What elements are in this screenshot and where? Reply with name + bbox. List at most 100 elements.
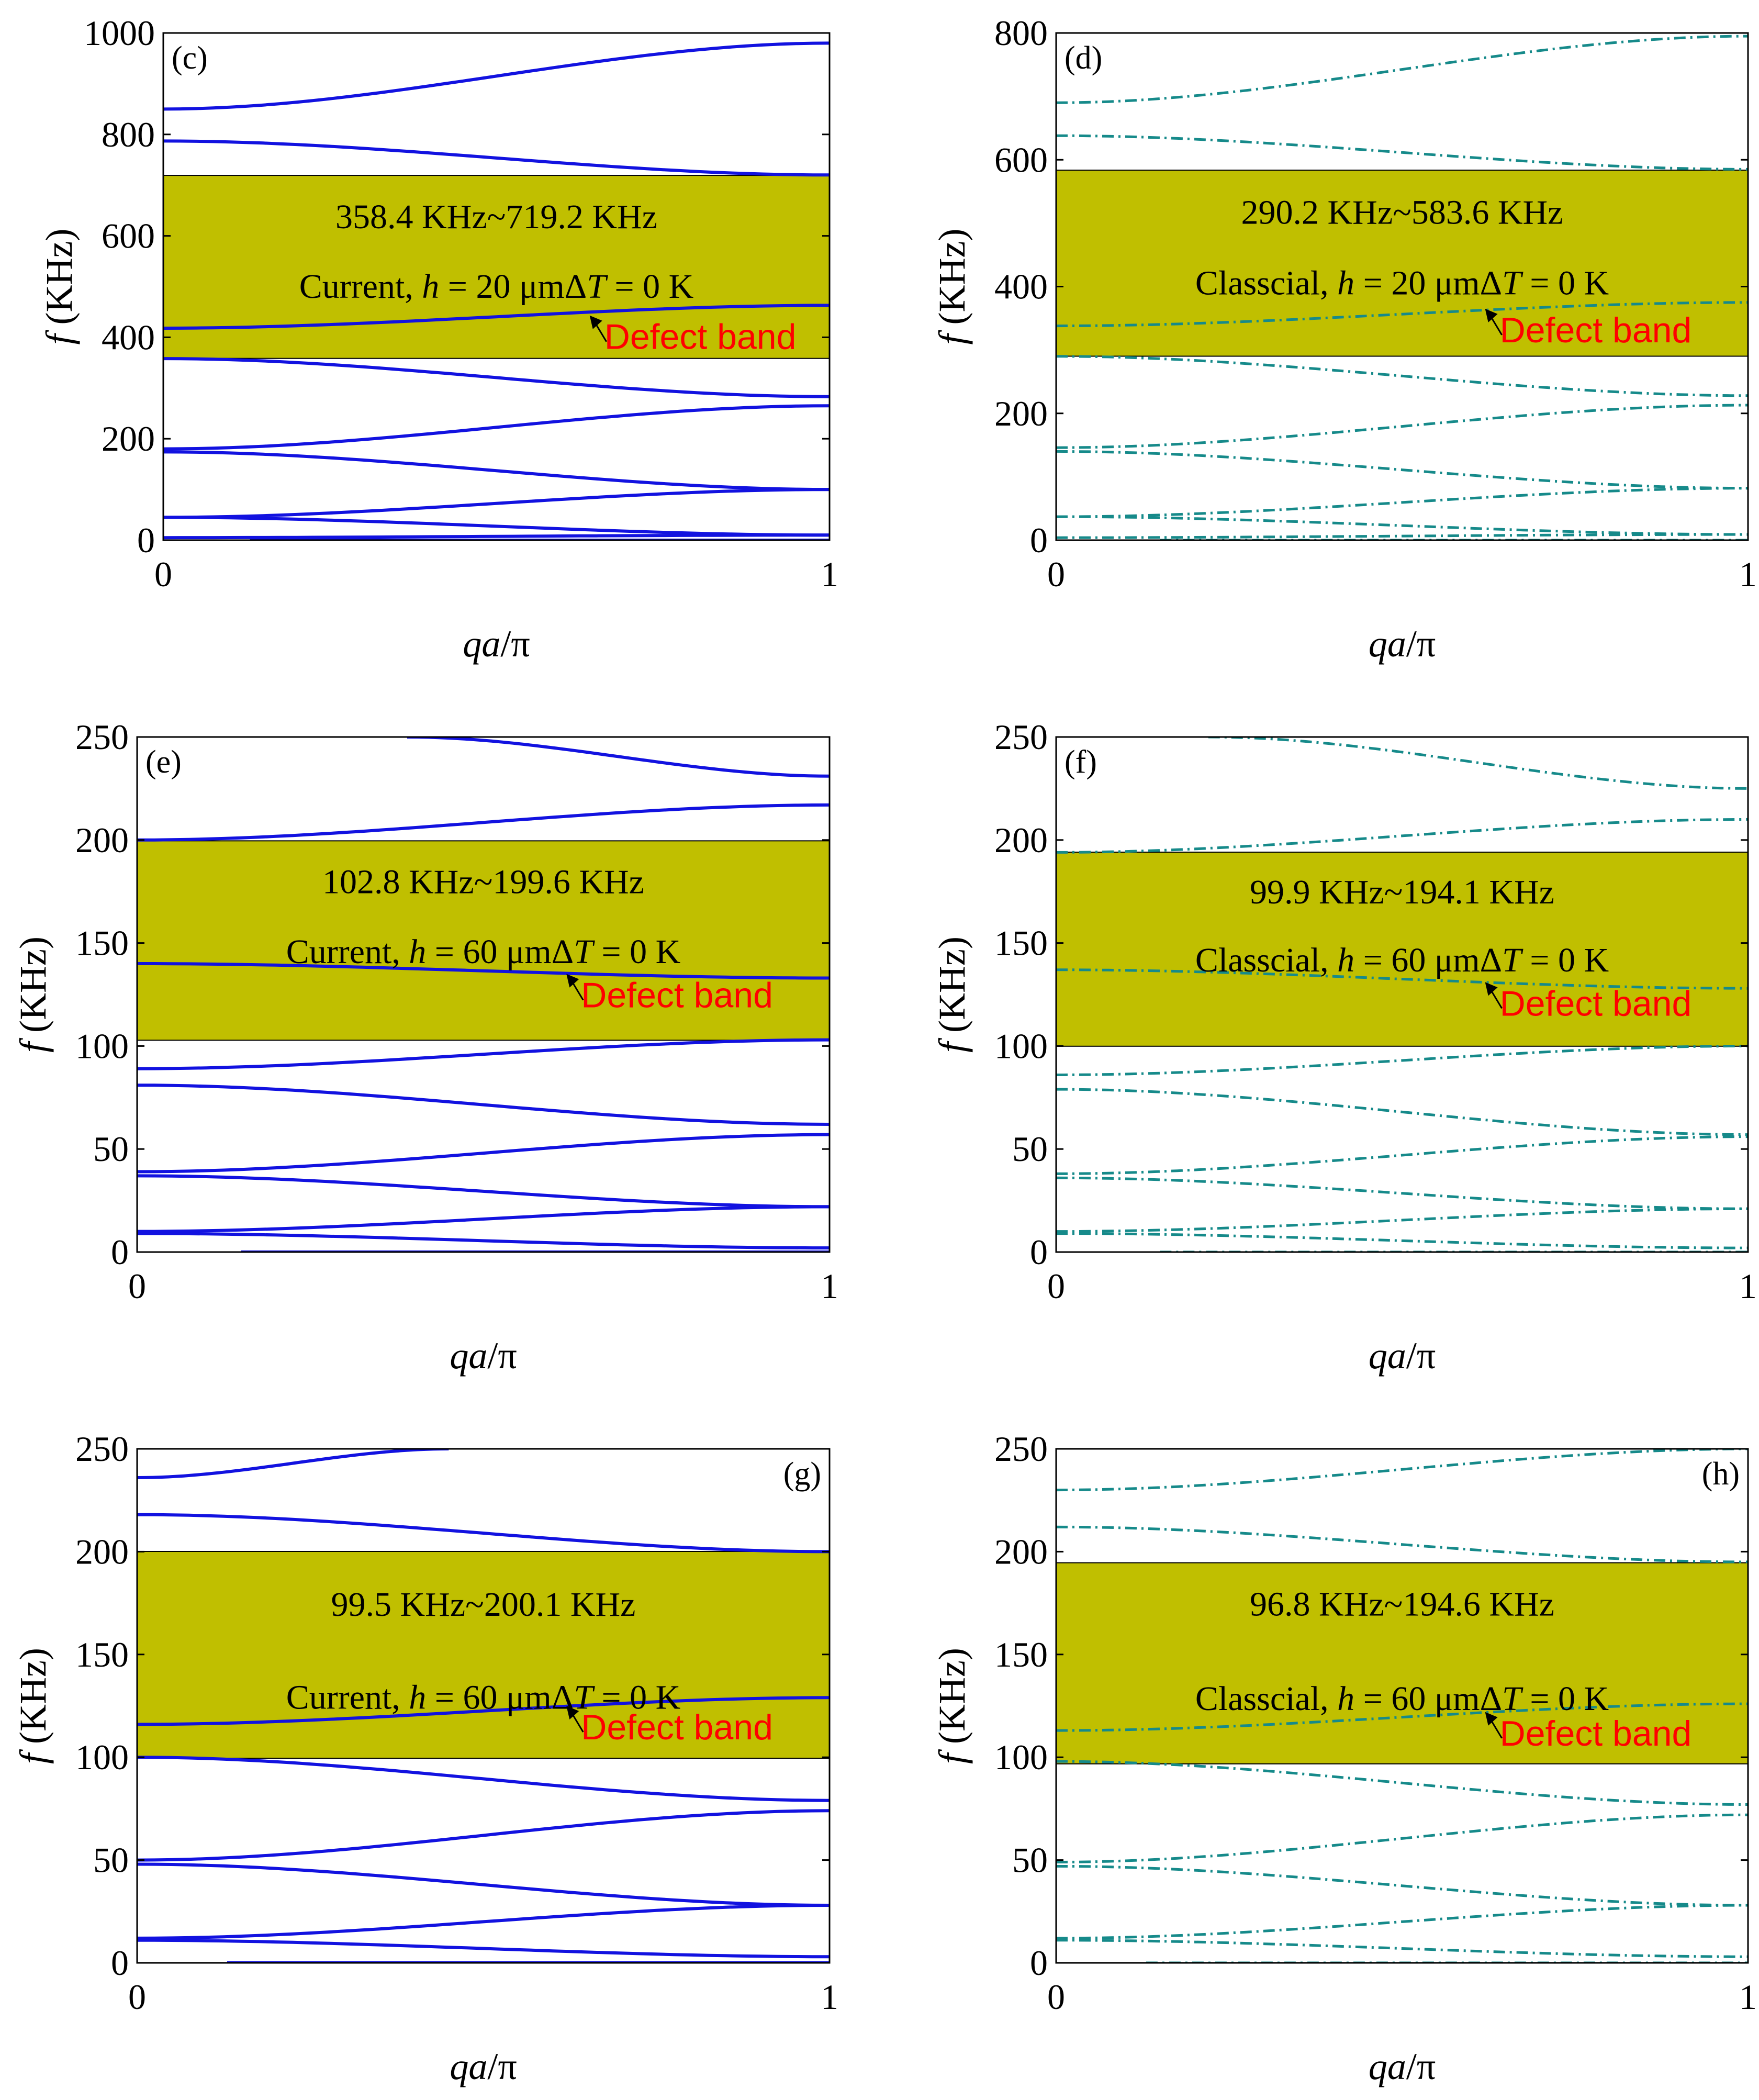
- band-curve: [137, 1083, 830, 1126]
- x-tick-label: 1: [1739, 1977, 1757, 2017]
- panel-f: 0 50 100 150 200 250 0 1 qa/π f (KHz) (f) 99.9 KHz~…: [931, 717, 1757, 1377]
- band-curve: [137, 1205, 830, 1233]
- band-curve: [1056, 1207, 1748, 1233]
- defect-band-label: Defect band: [581, 976, 773, 1015]
- y-tick-label: 100: [994, 1737, 1048, 1777]
- y-tick-label: 150: [994, 1635, 1048, 1674]
- band-curve: [137, 1938, 830, 1959]
- y-tick-label: 250: [75, 717, 129, 757]
- x-tick-label: 0: [1047, 1266, 1065, 1306]
- defect-arrow-head: [1485, 308, 1498, 322]
- band-curve: [1056, 1044, 1748, 1076]
- x-tick-label: 1: [821, 554, 838, 594]
- y-tick-label: 100: [75, 1026, 129, 1066]
- y-tick-label: 200: [994, 394, 1048, 433]
- panel-d: 0 200 400 600 800 0 1 qa/π f (KHz) (d) 290.2 KHz~5…: [931, 13, 1757, 665]
- x-axis-label: qa/π: [450, 2046, 517, 2087]
- y-tick-label: 50: [93, 1840, 129, 1880]
- defect-band-label: Defect band: [581, 1707, 773, 1747]
- panel-c: 0 200 400 600 800 1000 0 1 qa/π f (KHz) (c) 358.4 K…: [38, 13, 838, 665]
- y-tick-label: 0: [1030, 520, 1048, 560]
- y-tick-label: 200: [994, 1532, 1048, 1571]
- y-axis-label: f (KHz): [38, 229, 80, 345]
- x-tick-label: 0: [128, 1266, 146, 1306]
- x-tick-label: 0: [1047, 1977, 1065, 2017]
- parameters-label: Current, h = 20 μmΔT = 0 K: [299, 267, 694, 306]
- band-curve: [1056, 1702, 1748, 1732]
- panel-label: (g): [783, 1456, 821, 1492]
- y-tick-label: 200: [102, 419, 155, 459]
- y-axis-label: f (KHz): [12, 936, 54, 1053]
- band-curve: [137, 1862, 830, 1907]
- band-curve: [1056, 35, 1748, 104]
- y-tick-label: 1000: [84, 13, 155, 53]
- band-curve: [137, 1449, 449, 1479]
- band-curve: [1056, 515, 1748, 536]
- band-curve: [1056, 1135, 1748, 1175]
- x-tick-label: 0: [154, 554, 172, 594]
- y-tick-label: 50: [93, 1129, 129, 1169]
- gap-range-label: 290.2 KHz~583.6 KHz: [1241, 193, 1563, 231]
- y-tick-label: 0: [111, 1943, 129, 1983]
- plot-frame: [136, 1448, 831, 1964]
- x-tick-label: 1: [821, 1977, 838, 2017]
- y-tick-label: 800: [102, 115, 155, 154]
- band-curve: [1056, 1904, 1748, 1940]
- parameters-label: Classcial, h = 60 μmΔT = 0 K: [1195, 941, 1609, 979]
- plot-frame: [1055, 736, 1749, 1253]
- parameters-label: Current, h = 60 μmΔT = 0 K: [286, 1679, 681, 1717]
- band-curve: [1056, 404, 1748, 449]
- parameters-label: Current, h = 60 μmΔT = 0 K: [286, 933, 681, 971]
- x-tick-label: 0: [1047, 554, 1065, 594]
- defect-arrow-head: [1485, 1712, 1498, 1726]
- gap-range-label: 358.4 KHz~719.2 KHz: [335, 198, 657, 236]
- plot-frame: [162, 32, 831, 541]
- y-tick-label: 0: [1030, 1232, 1048, 1272]
- plot-frame: [136, 736, 831, 1253]
- band-curve: [137, 1696, 830, 1726]
- x-axis-label: qa/π: [463, 623, 530, 665]
- band-curve: [1056, 134, 1748, 171]
- plot-frame: [1055, 1448, 1749, 1964]
- x-tick-label: 0: [128, 1977, 146, 2017]
- band-curve: [163, 450, 830, 492]
- band-curve: [1056, 1176, 1748, 1210]
- gap-range-label: 96.8 KHz~194.6 KHz: [1250, 1585, 1554, 1623]
- defect-band-label: Defect band: [1500, 1714, 1692, 1753]
- y-tick-label: 0: [1030, 1943, 1048, 1983]
- band-curve: [137, 1133, 830, 1174]
- band-curve: [137, 1232, 830, 1250]
- y-tick-label: 200: [75, 820, 129, 860]
- y-tick-label: 400: [102, 317, 155, 357]
- y-tick-label: 150: [994, 923, 1048, 963]
- y-tick-label: 800: [994, 13, 1048, 53]
- band-curve: [1056, 1939, 1748, 1958]
- band-curve: [137, 1513, 830, 1554]
- band-curve: [163, 488, 830, 519]
- band-curve: [137, 1904, 830, 1940]
- gap-range-label: 99.5 KHz~200.1 KHz: [331, 1585, 636, 1624]
- parameters-label: Classcial, h = 60 μmΔT = 0 K: [1195, 1680, 1609, 1718]
- band-gap-region: [137, 840, 830, 1041]
- panel-g: 0 50 100 150 200 250 0 1 qa/π f (KHz) (g) 99.5 KHz~…: [12, 1429, 838, 2087]
- band-curve: [1056, 355, 1748, 397]
- y-axis-label: f (KHz): [931, 936, 973, 1053]
- defect-band-label: Defect band: [1500, 310, 1692, 350]
- x-axis-label: qa/π: [1369, 623, 1436, 665]
- gap-range-label: 99.9 KHz~194.1 KHz: [1250, 873, 1554, 911]
- band-curve: [163, 404, 830, 451]
- band-curve: [1056, 487, 1748, 518]
- y-axis-label: f (KHz): [931, 1648, 973, 1764]
- y-tick-label: 600: [994, 140, 1048, 180]
- y-tick-label: 600: [102, 216, 155, 256]
- band-curve: [1208, 737, 1748, 790]
- band-curve: [137, 803, 830, 842]
- y-tick-label: 200: [994, 820, 1048, 860]
- parameters-label: Classcial, h = 20 μmΔT = 0 K: [1195, 264, 1609, 302]
- defect-arrow-head: [566, 1706, 579, 1719]
- x-axis-label: qa/π: [1369, 2046, 1436, 2087]
- band-gap-region: [1056, 852, 1749, 1047]
- y-tick-label: 250: [994, 717, 1048, 757]
- panel-label: (c): [172, 40, 208, 76]
